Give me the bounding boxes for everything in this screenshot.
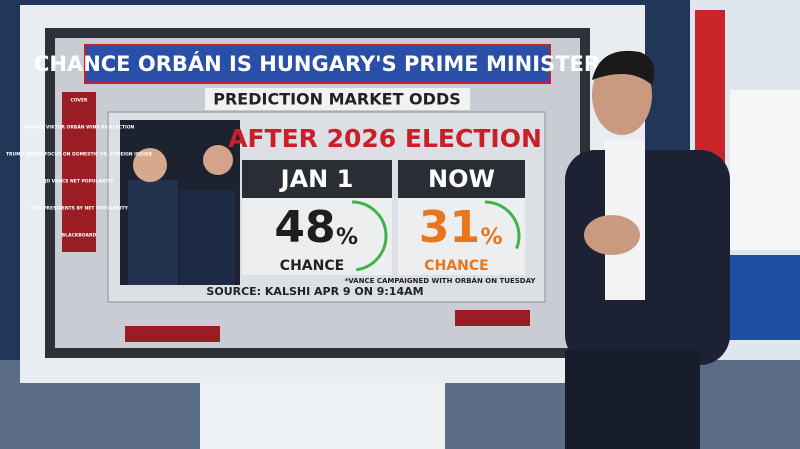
sidebar-item: TRUMP ADMIN FOCUS ON DOMESTIC VS. FOREIG… xyxy=(6,152,152,158)
gauge-arc xyxy=(484,200,521,250)
sidebar-item: JD VANCE NET POPULARITY xyxy=(44,179,114,185)
column-value: 48 xyxy=(274,202,335,253)
photo-person-2 xyxy=(180,190,235,285)
column-caption: CHANCE xyxy=(424,258,488,274)
presenter-hair xyxy=(592,50,655,85)
presenter-hands xyxy=(584,215,640,255)
presenter-legs xyxy=(565,350,700,449)
column-label: JAN 1 xyxy=(279,165,354,193)
control-bar xyxy=(455,310,530,326)
sidebar-item: COVER xyxy=(70,98,88,104)
source: SOURCE: KALSHI APR 9 ON 9:14AM xyxy=(206,285,423,298)
column-label: NOW xyxy=(428,165,495,193)
column-caption: CHANCE xyxy=(280,258,344,274)
title: CHANCE ORBÁN IS HUNGARY'S PRIME MINISTER xyxy=(34,51,600,76)
photo-person-1 xyxy=(128,180,178,285)
subtitle-bar xyxy=(205,88,470,110)
sidebar-item: CHANCE VIKTOR ORBÁN WINS RE-ELECTION xyxy=(24,124,135,131)
photo-face-1 xyxy=(133,148,167,182)
column-unit: % xyxy=(480,225,502,250)
column-unit: % xyxy=(336,225,358,250)
photo-face-2 xyxy=(203,145,233,175)
gauge-arc xyxy=(351,200,388,272)
presenter-suit xyxy=(565,150,730,365)
sidebar-item: VICE PRESIDENTS BY NET POPULARITY xyxy=(30,206,128,212)
column-header xyxy=(398,160,525,198)
heading: AFTER 2026 ELECTION xyxy=(228,124,542,153)
footnote: *VANCE CAMPAIGNED WITH ORBÁN ON TUESDAY xyxy=(345,276,537,285)
column-header xyxy=(242,160,392,198)
white-house xyxy=(730,90,800,250)
control-bar xyxy=(125,326,220,342)
column-value: 31 xyxy=(419,202,480,253)
subtitle: PREDICTION MARKET ODDS xyxy=(213,90,461,109)
lectern xyxy=(200,375,445,449)
title-bar xyxy=(84,44,551,84)
sidebar-item: BLACKBOARD xyxy=(62,233,97,239)
sidebar xyxy=(62,92,96,252)
flag-blue xyxy=(720,255,800,340)
